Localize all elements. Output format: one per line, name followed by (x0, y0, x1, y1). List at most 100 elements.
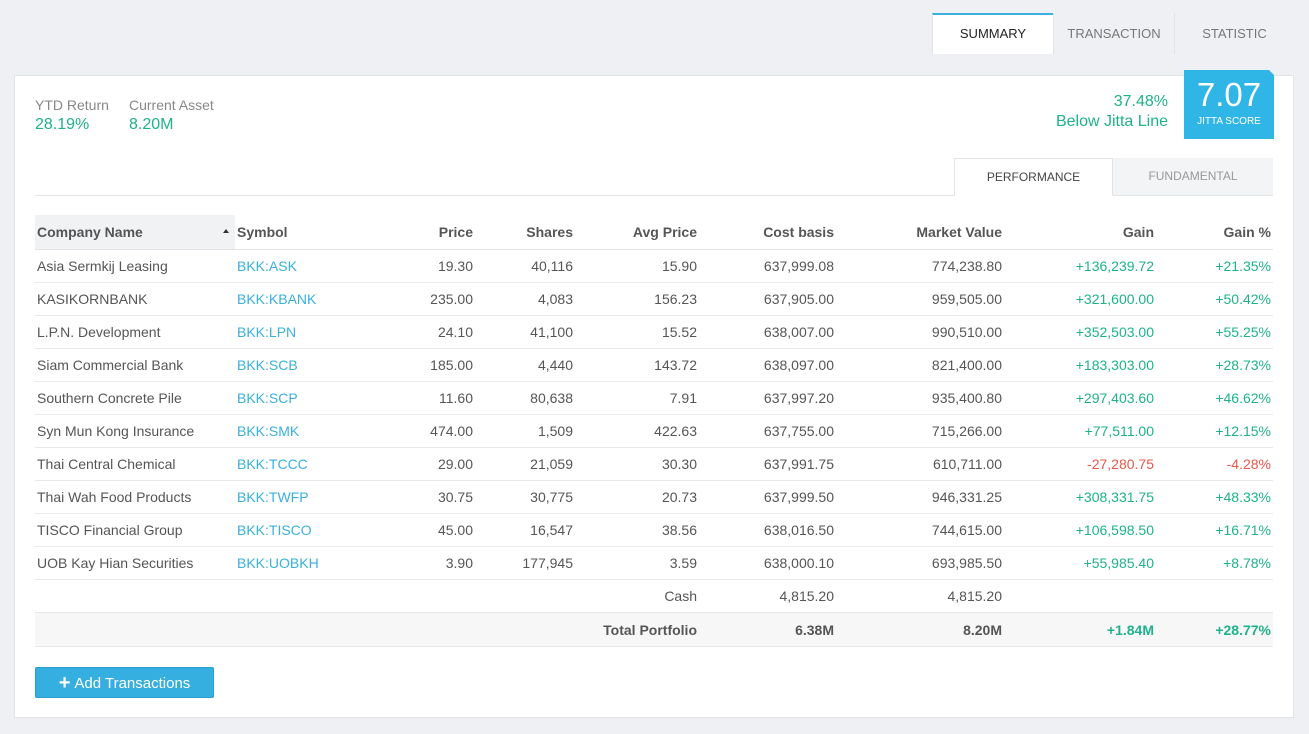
symbol-link[interactable]: BKK:KBANK (235, 282, 347, 316)
cost-basis-cell: 638,007.00 (699, 315, 836, 349)
shares-cell: 177,945 (475, 546, 575, 580)
col-gain[interactable]: Gain (1004, 215, 1156, 250)
cost-basis-cell: 637,755.00 (699, 414, 836, 448)
tab-performance[interactable]: PERFORMANCE (954, 158, 1113, 196)
price-cell: 185.00 (347, 348, 475, 382)
cash-gain-empty (1004, 579, 1156, 613)
table-row: UOB Kay Hian Securities BKK:UOBKH 3.90 177,… (35, 546, 1273, 580)
jitta-score-value: 7.07 (1196, 76, 1262, 113)
symbol-link[interactable]: BKK:SMK (235, 414, 347, 448)
gain-cell: +55,985.40 (1004, 546, 1156, 580)
company-cell: L.P.N. Development (35, 315, 235, 349)
symbol-link[interactable]: BKK:TWFP (235, 480, 347, 514)
gain-percent-cell: +55.25% (1156, 315, 1273, 349)
col-market-value[interactable]: Market Value (836, 215, 1004, 250)
add-transactions-label: Add Transactions (74, 675, 191, 692)
symbol-link[interactable]: BKK:SCB (235, 348, 347, 382)
market-value-cell: 744,615.00 (836, 513, 1004, 547)
shares-cell: 21,059 (475, 447, 575, 481)
price-cell: 11.60 (347, 381, 475, 415)
col-symbol[interactable]: Symbol (235, 215, 347, 250)
gain-percent-cell: +16.71% (1156, 513, 1273, 547)
market-value-cell: 946,331.25 (836, 480, 1004, 514)
shares-cell: 40,116 (475, 249, 575, 283)
total-cost-basis: 6.38M (699, 612, 836, 647)
cost-basis-cell: 637,999.50 (699, 480, 836, 514)
cash-gain-percent-empty (1156, 579, 1273, 613)
company-cell: Asia Sermkij Leasing (35, 249, 235, 283)
gain-cell: +297,403.60 (1004, 381, 1156, 415)
col-price[interactable]: Price (347, 215, 475, 250)
sort-asc-icon (223, 229, 229, 233)
total-label: Total Portfolio (35, 612, 699, 647)
market-value-cell: 610,711.00 (836, 447, 1004, 481)
col-avg-price[interactable]: Avg Price (575, 215, 699, 250)
symbol-link[interactable]: BKK:UOBKH (235, 546, 347, 580)
symbol-link[interactable]: BKK:LPN (235, 315, 347, 349)
gain-cell: +352,503.00 (1004, 315, 1156, 349)
cost-basis-cell: 638,000.10 (699, 546, 836, 580)
col-shares[interactable]: Shares (475, 215, 575, 250)
company-cell: UOB Kay Hian Securities (35, 546, 235, 580)
avg-price-cell: 7.91 (575, 381, 699, 415)
cash-market-value: 4,815.20 (836, 579, 1004, 613)
current-asset-label: Current Asset (129, 97, 214, 113)
gain-cell: +106,598.50 (1004, 513, 1156, 547)
tab-summary[interactable]: SUMMARY (932, 13, 1053, 54)
col-company-name[interactable]: Company Name (35, 215, 235, 250)
tab-fundamental[interactable]: FUNDAMENTAL (1113, 158, 1273, 195)
jitta-line-status: 37.48% Below Jitta Line (1056, 92, 1168, 132)
table-row: L.P.N. Development BKK:LPN 24.10 41,100 15.5… (35, 315, 1273, 349)
gain-percent-cell: +48.33% (1156, 480, 1273, 514)
col-gain-percent[interactable]: Gain % (1156, 215, 1273, 250)
current-asset-stat: Current Asset 8.20M (129, 97, 214, 134)
market-value-cell: 990,510.00 (836, 315, 1004, 349)
avg-price-cell: 143.72 (575, 348, 699, 382)
symbol-link[interactable]: BKK:SCP (235, 381, 347, 415)
tab-statistic[interactable]: STATISTIC (1174, 13, 1294, 54)
gain-cell: +308,331.75 (1004, 480, 1156, 514)
cost-basis-cell: 637,905.00 (699, 282, 836, 316)
add-transactions-button[interactable]: + Add Transactions (35, 667, 214, 698)
avg-price-cell: 30.30 (575, 447, 699, 481)
avg-price-cell: 15.52 (575, 315, 699, 349)
gain-cell: +77,511.00 (1004, 414, 1156, 448)
avg-price-cell: 156.23 (575, 282, 699, 316)
badge-corner (1269, 70, 1275, 76)
gain-percent-cell: +12.15% (1156, 414, 1273, 448)
shares-cell: 4,440 (475, 348, 575, 382)
ytd-return-stat: YTD Return 28.19% (35, 97, 109, 134)
summary-panel: YTD Return 28.19% Current Asset 8.20M 37… (14, 70, 1294, 718)
market-value-cell: 821,400.00 (836, 348, 1004, 382)
market-value-cell: 935,400.80 (836, 381, 1004, 415)
col-cost-basis[interactable]: Cost basis (699, 215, 836, 250)
shares-cell: 30,775 (475, 480, 575, 514)
gain-percent-cell: +8.78% (1156, 546, 1273, 580)
avg-price-cell: 422.63 (575, 414, 699, 448)
total-gain-percent: +28.77% (1156, 612, 1273, 647)
price-cell: 3.90 (347, 546, 475, 580)
gain-percent-cell: +46.62% (1156, 381, 1273, 415)
sub-tab-bar: PERFORMANCE FUNDAMENTAL (35, 158, 1273, 196)
gain-percent-cell: +50.42% (1156, 282, 1273, 316)
cost-basis-cell: 638,016.50 (699, 513, 836, 547)
company-cell: TISCO Financial Group (35, 513, 235, 547)
tab-transaction[interactable]: TRANSACTION (1053, 13, 1174, 54)
shares-cell: 80,638 (475, 381, 575, 415)
portfolio-table: Company Name Symbol Price Shares Avg Pri… (35, 215, 1273, 647)
jitta-score-badge: 7.07 JITTA SCORE (1184, 70, 1275, 139)
top-tab-bar: SUMMARY TRANSACTION STATISTIC (932, 13, 1294, 54)
price-cell: 24.10 (347, 315, 475, 349)
symbol-link[interactable]: BKK:TCCC (235, 447, 347, 481)
current-asset-value: 8.20M (129, 116, 174, 133)
table-row: Siam Commercial Bank BKK:SCB 185.00 4,440 14… (35, 348, 1273, 382)
jitta-score-caption: JITTA SCORE (1197, 116, 1261, 127)
gain-percent-cell: +21.35% (1156, 249, 1273, 283)
cost-basis-cell: 637,997.20 (699, 381, 836, 415)
symbol-link[interactable]: BKK:ASK (235, 249, 347, 283)
symbol-link[interactable]: BKK:TISCO (235, 513, 347, 547)
gain-cell: +183,303.00 (1004, 348, 1156, 382)
market-value-cell: 959,505.00 (836, 282, 1004, 316)
market-value-cell: 693,985.50 (836, 546, 1004, 580)
company-cell: KASIKORNBANK (35, 282, 235, 316)
